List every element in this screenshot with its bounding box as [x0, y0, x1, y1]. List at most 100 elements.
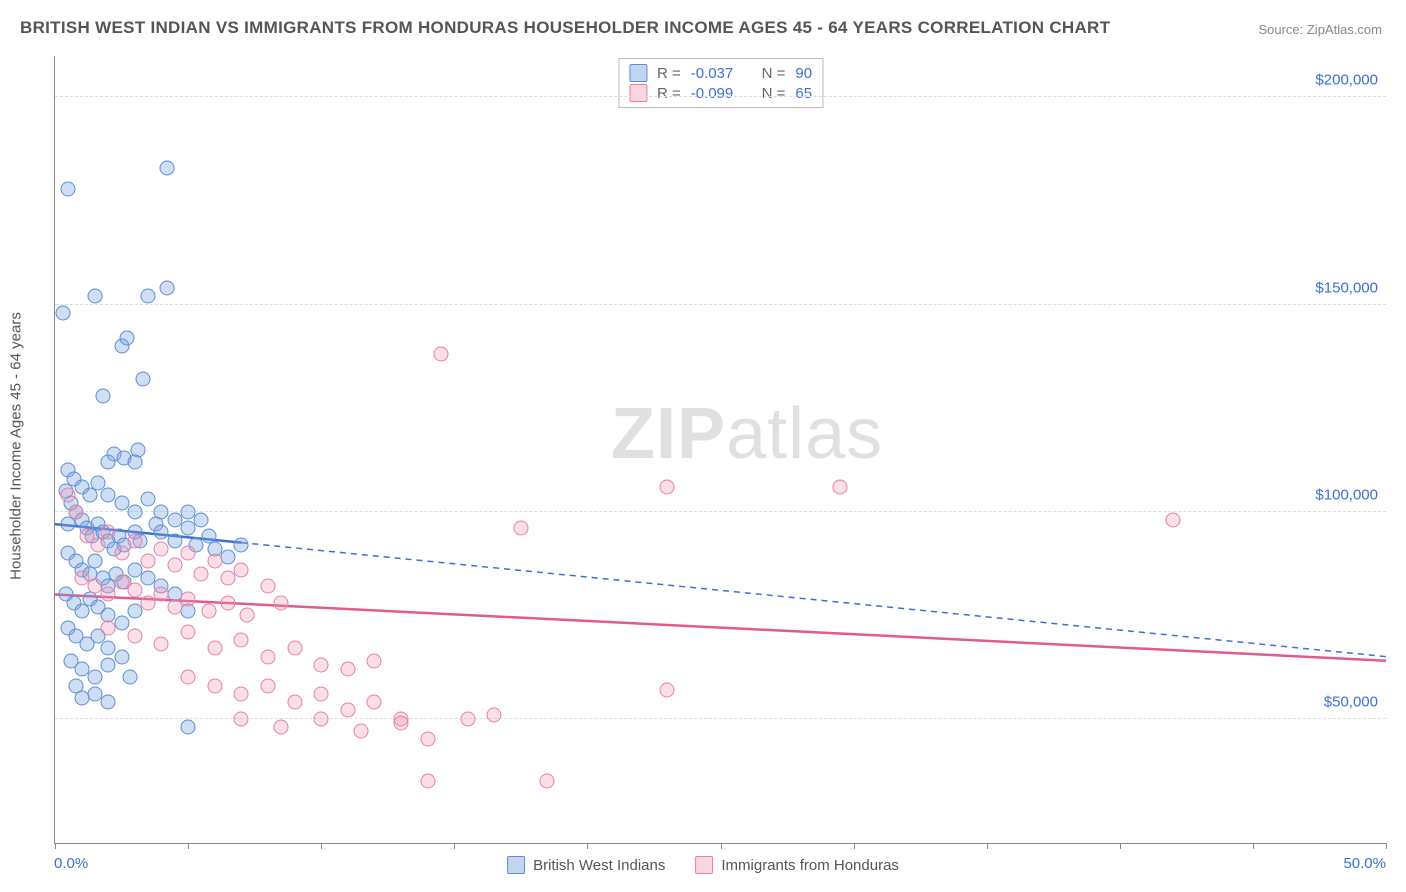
r-value: -0.099 [691, 85, 734, 102]
stats-swatch [629, 84, 647, 102]
x-tick [854, 843, 855, 849]
data-point [101, 620, 116, 635]
stats-row: R =-0.037 N =90 [629, 63, 812, 83]
data-point [127, 454, 142, 469]
data-point [194, 512, 209, 527]
data-point [101, 587, 116, 602]
x-axis-min: 0.0% [54, 855, 88, 872]
data-point [154, 541, 169, 556]
data-point [260, 579, 275, 594]
data-point [61, 488, 76, 503]
data-point [540, 773, 555, 788]
data-point [234, 711, 249, 726]
data-point [95, 388, 110, 403]
y-tick-label: $200,000 [1315, 72, 1378, 89]
n-label: N = [762, 85, 786, 102]
data-point [55, 305, 70, 320]
correlation-stats-box: R =-0.037 N =90R =-0.099 N =65 [618, 58, 823, 108]
watermark: ZIPatlas [611, 393, 883, 475]
data-point [119, 330, 134, 345]
y-tick-label: $50,000 [1324, 693, 1378, 710]
legend-swatch-pink [695, 856, 713, 874]
data-point [127, 504, 142, 519]
data-point [460, 711, 475, 726]
data-point [167, 533, 182, 548]
data-point [101, 695, 116, 710]
data-point [394, 715, 409, 730]
data-point [207, 641, 222, 656]
data-point [181, 720, 196, 735]
y-axis-title: Householder Income Ages 45 - 64 years [8, 312, 25, 580]
data-point [127, 628, 142, 643]
legend-item-2: Immigrants from Honduras [695, 856, 899, 874]
data-point [127, 604, 142, 619]
trend-lines [55, 56, 1386, 843]
x-tick [721, 843, 722, 849]
data-point [833, 479, 848, 494]
data-point [141, 595, 156, 610]
x-tick [321, 843, 322, 849]
data-point [181, 521, 196, 536]
data-point [167, 512, 182, 527]
data-point [207, 554, 222, 569]
data-point [127, 533, 142, 548]
data-point [221, 595, 236, 610]
x-tick [1120, 843, 1121, 849]
data-point [287, 695, 302, 710]
data-point [122, 670, 137, 685]
data-point [167, 558, 182, 573]
x-tick [1386, 843, 1387, 849]
data-point [61, 181, 76, 196]
x-axis-max: 50.0% [1343, 855, 1386, 872]
data-point [154, 587, 169, 602]
chart-title: BRITISH WEST INDIAN VS IMMIGRANTS FROM H… [20, 18, 1110, 38]
scatter-chart: ZIPatlas R =-0.037 N =90R =-0.099 N =65 … [54, 56, 1386, 844]
gridline [55, 96, 1386, 97]
data-point [274, 720, 289, 735]
x-tick [55, 843, 56, 849]
data-point [660, 479, 675, 494]
legend-label-2: Immigrants from Honduras [721, 857, 899, 874]
source-link[interactable]: ZipAtlas.com [1307, 22, 1382, 37]
data-point [260, 678, 275, 693]
data-point [74, 691, 89, 706]
data-point [340, 703, 355, 718]
data-point [181, 546, 196, 561]
data-point [239, 608, 254, 623]
data-point [234, 633, 249, 648]
gridline [55, 718, 1386, 719]
data-point [194, 566, 209, 581]
data-point [234, 537, 249, 552]
data-point [159, 280, 174, 295]
data-point [234, 562, 249, 577]
data-point [234, 686, 249, 701]
gridline [55, 304, 1386, 305]
data-point [141, 492, 156, 507]
data-point [114, 616, 129, 631]
data-point [101, 454, 116, 469]
y-tick-label: $100,000 [1315, 486, 1378, 503]
x-tick [454, 843, 455, 849]
n-value: 90 [795, 65, 812, 82]
data-point [159, 160, 174, 175]
data-point [1166, 512, 1181, 527]
data-point [367, 695, 382, 710]
data-point [181, 624, 196, 639]
data-point [69, 504, 84, 519]
x-tick [1253, 843, 1254, 849]
data-point [367, 653, 382, 668]
source-attribution: Source: ZipAtlas.com [1258, 22, 1382, 37]
x-tick [188, 843, 189, 849]
data-point [90, 537, 105, 552]
data-point [487, 707, 502, 722]
data-point [433, 347, 448, 362]
data-point [167, 599, 182, 614]
data-point [114, 546, 129, 561]
data-point [207, 678, 222, 693]
data-point [314, 657, 329, 672]
data-point [87, 670, 102, 685]
data-point [314, 711, 329, 726]
data-point [114, 649, 129, 664]
data-point [127, 583, 142, 598]
data-point [420, 732, 435, 747]
